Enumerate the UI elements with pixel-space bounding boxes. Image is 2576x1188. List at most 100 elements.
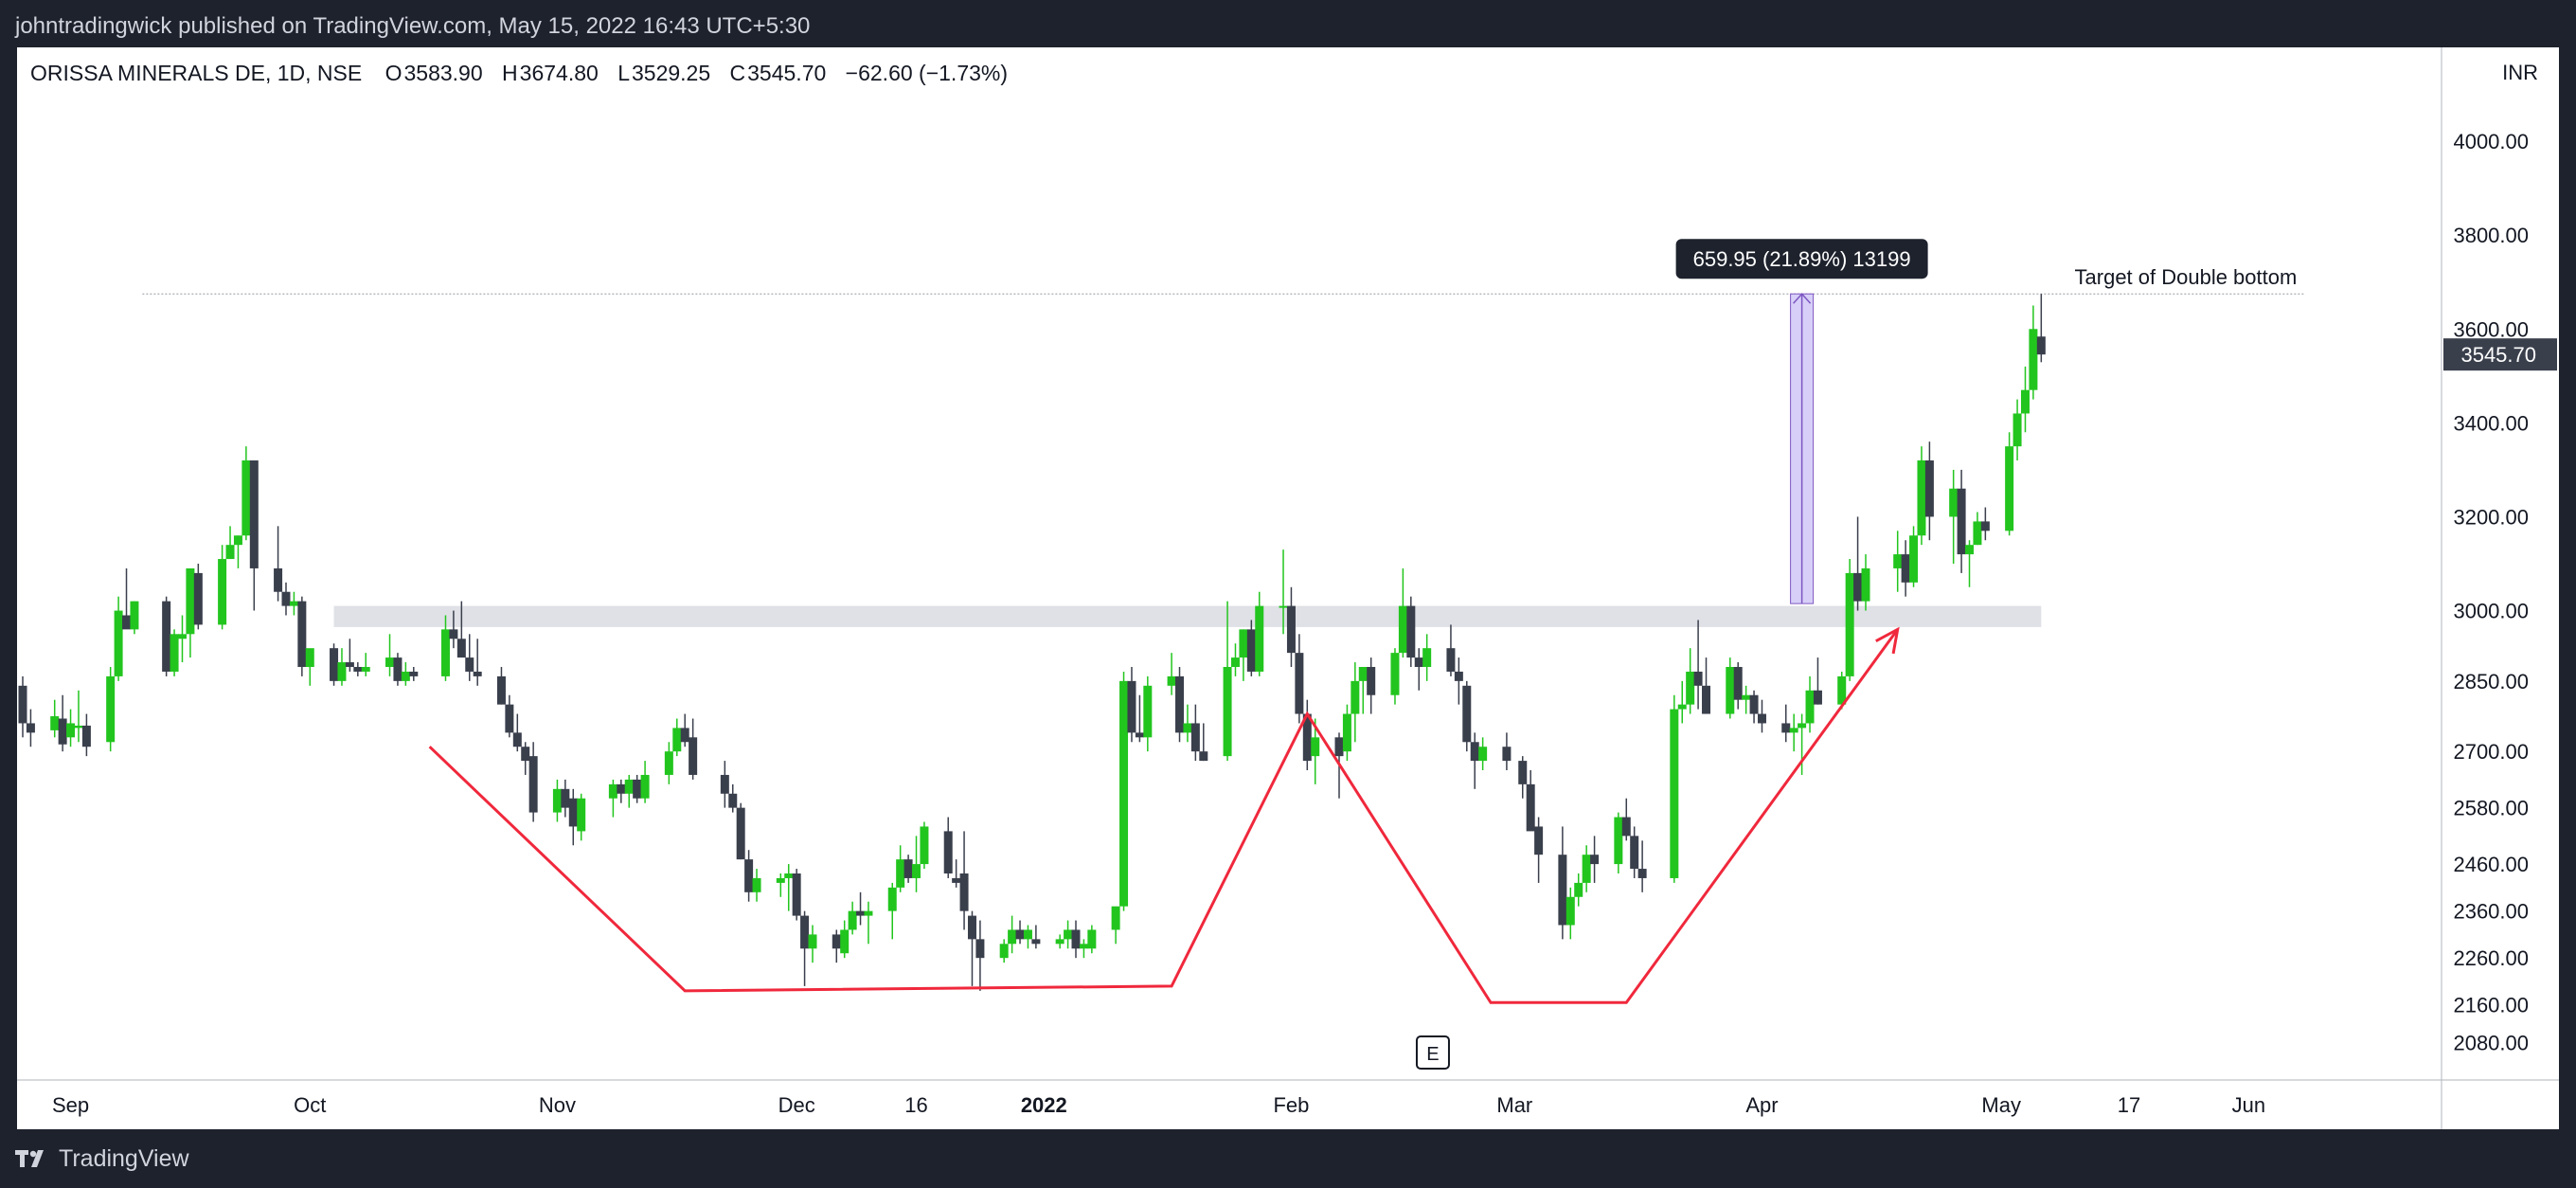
candle-body	[800, 915, 810, 949]
candle	[330, 643, 339, 686]
candle	[249, 460, 259, 611]
candle	[1853, 516, 1863, 611]
candle-body	[186, 567, 195, 635]
candle	[1590, 836, 1600, 883]
candle-body	[162, 601, 171, 672]
candle	[50, 699, 60, 738]
candle-body	[218, 559, 227, 625]
candle	[1190, 704, 1200, 762]
candle-body	[1693, 671, 1703, 686]
candle	[1302, 699, 1312, 770]
candle-body	[1582, 855, 1591, 883]
candle	[832, 929, 841, 963]
currency-badge[interactable]: INR	[2451, 53, 2549, 91]
price-tick-label: 2360.00	[2453, 900, 2529, 924]
candle-body	[1470, 742, 1479, 762]
brand-name[interactable]: TradingView	[59, 1144, 189, 1172]
candle-body	[808, 934, 817, 949]
candle-body	[1230, 657, 1240, 667]
candle	[1798, 713, 1807, 775]
candle	[1749, 690, 1759, 724]
time-tick-label: Apr	[1745, 1093, 1778, 1117]
candle	[1534, 817, 1544, 883]
candle	[1781, 704, 1791, 743]
candle	[528, 742, 538, 822]
ohlc-legend: ORISSA MINERALS DE, 1D, NSE O3583.90 H36…	[30, 61, 1021, 86]
candle-body	[1190, 723, 1200, 752]
candle-body	[975, 939, 985, 959]
close-value: 3545.70	[747, 61, 827, 85]
candle-body	[58, 718, 67, 745]
candle	[744, 850, 754, 902]
candle-body	[1175, 675, 1185, 733]
candle	[1358, 667, 1368, 714]
candle	[1031, 925, 1041, 949]
candle	[337, 648, 347, 686]
last-price-tag	[2443, 338, 2557, 371]
chart-panel[interactable]: Target of Double bottom 659.95 (21.89%) …	[17, 47, 2559, 1129]
candle	[74, 690, 83, 743]
candle-body	[1246, 629, 1256, 672]
candle-body	[1135, 732, 1144, 738]
candle	[1893, 531, 1903, 592]
candle	[999, 939, 1009, 963]
candle-body	[1302, 713, 1312, 762]
candle-body	[577, 798, 586, 832]
candle-body	[1957, 488, 1966, 555]
candle	[114, 596, 123, 681]
candle-body	[1199, 751, 1208, 762]
resistance-zone	[333, 605, 2042, 627]
candle	[1127, 667, 1136, 743]
candle-body	[1462, 685, 1472, 743]
candle	[193, 564, 203, 630]
candle-body	[920, 826, 929, 865]
candle-body	[608, 783, 617, 799]
candle	[1143, 675, 1153, 752]
candle	[1957, 469, 1966, 573]
candle-body	[449, 629, 458, 639]
earnings-marker[interactable]: E	[1415, 1035, 1450, 1070]
price-tick-label: 3000.00	[2453, 600, 2529, 623]
measure-arrow-head	[1793, 293, 1812, 304]
candle-body	[1111, 906, 1120, 930]
candle-body	[864, 910, 873, 916]
candle	[975, 920, 985, 991]
candle-body	[617, 783, 626, 794]
candle	[353, 662, 363, 676]
candle-body	[521, 747, 530, 762]
price-chart[interactable]: Target of Double bottom 659.95 (21.89%) …	[17, 47, 2559, 1129]
candle-body	[2036, 336, 2046, 355]
candle	[274, 526, 283, 602]
candle	[1574, 873, 1583, 907]
candle	[66, 709, 76, 747]
candle	[2020, 366, 2030, 433]
candle-body	[1015, 929, 1025, 940]
candle-body	[1574, 882, 1583, 897]
candle-body	[274, 567, 283, 592]
tradingview-logo-icon[interactable]	[15, 1148, 51, 1169]
candle	[1167, 653, 1176, 695]
price-tick-label: 3200.00	[2453, 505, 2529, 529]
symbol-name[interactable]: ORISSA MINERALS DE, 1D, NSE	[30, 61, 363, 85]
candle-body	[233, 535, 242, 546]
candle	[1980, 507, 1990, 541]
candle	[1064, 920, 1073, 949]
candle	[617, 779, 626, 803]
candle-body	[1023, 929, 1032, 940]
candle	[225, 526, 235, 560]
candle	[1909, 526, 1919, 587]
candle	[624, 774, 634, 808]
pattern-arrow-head	[1875, 626, 1900, 655]
candle-body	[1279, 605, 1288, 608]
candle	[385, 634, 395, 676]
candle-body	[1055, 939, 1064, 945]
candle	[864, 901, 873, 945]
candle-body	[1223, 667, 1232, 757]
candle-body	[776, 877, 785, 883]
low-key: L	[617, 61, 630, 85]
candle	[672, 718, 682, 757]
candle	[792, 869, 801, 921]
candle-body	[1502, 747, 1512, 762]
price-tick-label: 3400.00	[2453, 411, 2529, 435]
candle	[81, 713, 91, 757]
